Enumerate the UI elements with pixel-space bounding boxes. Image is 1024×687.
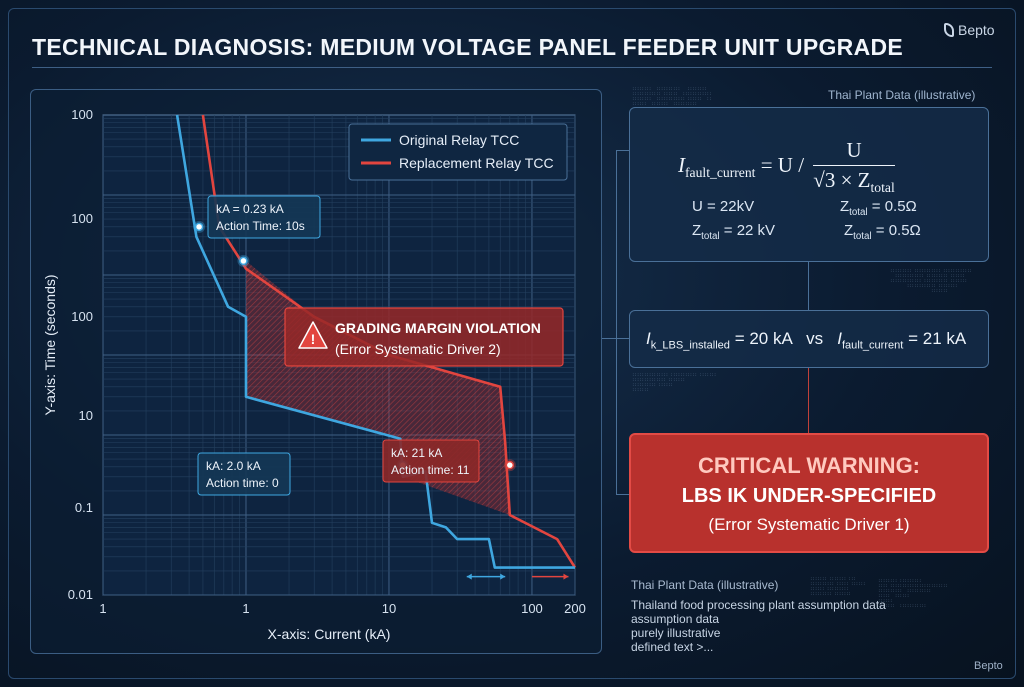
tcc-chart: 1 1 10 100 200 100 100 100 10 0.1 0.01 X-axis: Curr…	[42, 107, 586, 642]
micro-text-mid: ::::::::::::::: ::::::::::: ::::::: ::::…	[632, 372, 717, 392]
x-tick-label: 1	[242, 601, 249, 616]
callout-c-line2: Action time: 11	[391, 463, 470, 477]
violation-subtitle: (Error Systematic Driver 2)	[335, 341, 501, 357]
violation-banner	[284, 307, 564, 367]
current-comparison: Ik_LBS_installed = 20 kA vs Ifault_curre…	[646, 329, 967, 352]
critical-warning-box: CRITICAL WARNING: LBS IK UNDER-SPECIFIED…	[629, 433, 989, 553]
x-axis-title: X-axis: Current (kA)	[268, 626, 391, 642]
page-title: TECHNICAL DIAGNOSIS: MEDIUM VOLTAGE PANE…	[32, 34, 904, 60]
connector-formula	[616, 150, 630, 151]
connector-compare-warning	[808, 368, 809, 433]
connector-compare	[602, 338, 630, 339]
x-tick-label: 200	[564, 601, 586, 616]
formula-row-1-left: U = 22kV	[692, 198, 755, 215]
plant-data-notes: Thai Plant Data (illustrative) Thailand …	[631, 578, 886, 654]
x-tick-label: 10	[382, 601, 396, 616]
callout-c-line1: kA: 21 kA	[391, 446, 442, 460]
warning-triangle-icon	[298, 321, 328, 349]
y-tick-label: 100	[71, 309, 93, 324]
notes-line: defined text >...	[631, 640, 714, 654]
legend-box	[348, 123, 568, 181]
micro-text-top-left: :::::::: :::::::::: :::::::: :::::::::::…	[632, 86, 712, 106]
warning-message: LBS IK UNDER-SPECIFIED	[681, 485, 937, 507]
brand-name: Bepto	[958, 22, 995, 38]
brand-footer: Bepto	[974, 660, 1003, 672]
bepto-logo-icon	[944, 23, 954, 37]
title-divider	[32, 67, 992, 68]
formula-fraction: U √3 × Ztotal	[813, 138, 895, 196]
span-arrow-blue-head-right	[500, 573, 506, 580]
notes-heading: Thai Plant Data (illustrative)	[631, 578, 779, 592]
formula-row-2-left: Ztotal = 22 kV	[692, 222, 776, 242]
brand-logo: Bepto	[944, 22, 995, 38]
y-tick-label: 100	[71, 107, 93, 122]
formula-denominator: √3 × Ztotal	[813, 168, 895, 196]
page-frame	[8, 8, 1016, 679]
warning-driver: (Error Systematic Driver 1)	[708, 515, 910, 534]
y-tick-label: 0.1	[75, 500, 93, 515]
tcc-chart-panel: 1 1 10 100 200 100 100 100 10 0.1 0.01 X-axis: Curr…	[30, 89, 602, 654]
formula-lhs-sub: fault_current	[685, 165, 756, 181]
span-arrow-red-head	[563, 573, 569, 580]
notes-line: assumption data	[631, 612, 720, 626]
marker-c	[505, 460, 515, 470]
connector-spine	[616, 150, 617, 494]
connector-formula-compare	[808, 262, 809, 310]
formula-lhs: I	[678, 152, 685, 177]
formula-numerator: U	[813, 138, 895, 166]
y-axis-title: Y-axis: Time (seconds)	[42, 274, 58, 415]
span-arrow-blue-head-left	[466, 573, 472, 580]
comparison-vs: vs	[806, 329, 824, 348]
warning-title: CRITICAL WARNING:	[697, 453, 921, 478]
callout-b-box	[197, 452, 291, 496]
y-tick-label: 10	[79, 408, 93, 423]
callout-a-line2: Action Time: 10s	[216, 219, 305, 233]
marker-a1	[194, 222, 204, 232]
callout-b-line1: kA: 2.0 kA	[206, 459, 261, 473]
formula-rhs-prefix: = U /	[760, 152, 805, 177]
formula-source-label: Thai Plant Data (illustrative)	[828, 88, 976, 102]
current-comparison-box: Ik_LBS_installed = 20 kA vs Ifault_curre…	[629, 310, 989, 368]
x-tick-label: 100	[521, 601, 543, 616]
marker-a2	[239, 256, 248, 266]
micro-text-right: ::::::::: ::::::::::: :::::::::::: :::::…	[890, 268, 972, 293]
notes-line: Thailand food processing plant assumptio…	[631, 598, 886, 612]
formula-row-2-right: Ztotal = 0.5Ω	[844, 222, 921, 242]
replacement-relay-curve	[201, 114, 577, 569]
callout-a-box	[207, 195, 321, 239]
fault-current-formula-box: Ifault_current = U / U √3 × Ztotal U = 2…	[629, 107, 989, 262]
callout-a-line1: kA = 0.23 kA	[216, 202, 284, 216]
warning-exclamation: !	[311, 331, 316, 347]
legend-label-replacement: Replacement Relay TCC	[399, 155, 554, 171]
callout-c-box	[382, 439, 480, 483]
legend-label-original: Original Relay TCC	[399, 132, 519, 148]
violation-title: GRADING MARGIN VIOLATION	[335, 320, 541, 336]
micro-text-bottom-b: :::::::: ::::::::: :::: ::::::::::::::::…	[878, 578, 948, 608]
micro-text-bottom-a: ::::::: ::::::: ::: :::::::::: ::::: :::…	[810, 576, 866, 596]
formula-row-1-right: Ztotal = 0.5Ω	[840, 198, 917, 218]
connector-warning	[616, 494, 630, 495]
fault-current-formula: Ifault_current = U / U √3 × Ztotal	[678, 138, 895, 196]
notes-line: purely illustrative	[631, 626, 721, 640]
y-tick-label: 100	[71, 211, 93, 226]
x-tick-label: 1	[99, 601, 106, 616]
y-tick-label: 0.01	[68, 587, 93, 602]
callout-b-line2: Action time: 0	[206, 476, 279, 490]
